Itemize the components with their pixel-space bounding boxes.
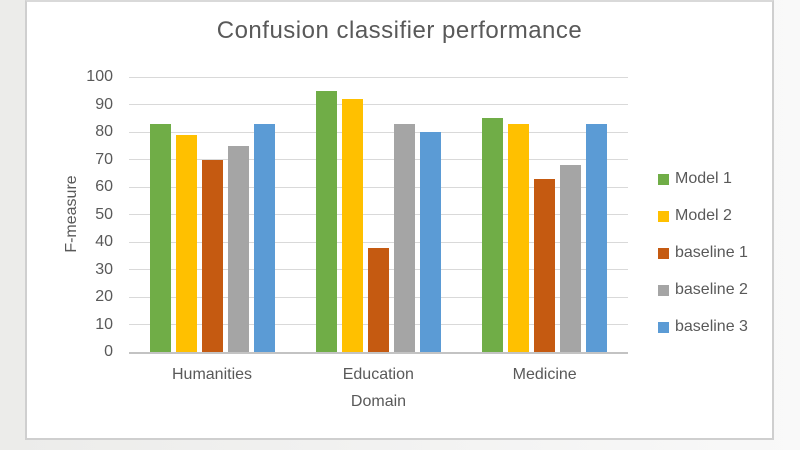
chart-card: Confusion classifier performance F-measu… <box>25 0 774 440</box>
legend-label: Model 1 <box>675 170 732 187</box>
plot-area <box>129 76 628 354</box>
y-tick-label: 60 <box>95 178 113 195</box>
y-tick-label: 90 <box>95 95 113 113</box>
legend-swatch <box>658 210 669 222</box>
legend-label: baseline 1 <box>675 244 748 261</box>
y-tick-label: 20 <box>95 288 113 305</box>
bar <box>315 90 337 352</box>
legend-swatch <box>658 173 669 185</box>
y-tick-label: 70 <box>95 150 113 168</box>
bar <box>560 165 582 352</box>
gridline <box>129 241 628 243</box>
bar-group <box>462 77 628 352</box>
bar <box>175 134 197 352</box>
y-tick-label: 100 <box>86 68 113 85</box>
y-tick-label: 30 <box>95 260 113 278</box>
y-tick-label: 40 <box>95 233 113 250</box>
bar <box>341 99 363 352</box>
gridline <box>129 186 628 188</box>
legend-item: Model 1 <box>658 170 748 188</box>
legend-swatch <box>658 321 669 333</box>
gridline <box>129 76 628 78</box>
bar-group <box>295 77 461 352</box>
bar <box>393 123 415 352</box>
chart-title: Confusion classifier performance <box>216 17 583 44</box>
x-axis-title: Domain <box>350 393 407 410</box>
y-tick-label: 50 <box>95 205 113 223</box>
bar <box>586 123 608 352</box>
bar-group <box>129 77 295 352</box>
legend-label: baseline 3 <box>675 318 748 335</box>
gridline <box>129 104 628 105</box>
x-tick-label: Humanities <box>171 366 253 383</box>
bar <box>419 132 441 352</box>
legend-item: baseline 1 <box>658 244 748 262</box>
bar <box>482 118 504 352</box>
legend-label: baseline 2 <box>675 281 748 298</box>
bar <box>253 123 275 352</box>
legend-item: baseline 3 <box>658 318 748 336</box>
legend-swatch <box>658 284 669 296</box>
gridline <box>129 131 628 133</box>
legend-label: Model 2 <box>675 207 732 224</box>
x-tick-label: Education <box>342 366 414 383</box>
bar <box>227 145 249 352</box>
legend-item: baseline 2 <box>658 281 748 299</box>
gridline <box>129 214 628 215</box>
y-tick-label: 10 <box>95 315 113 333</box>
y-tick-label: 0 <box>104 343 113 360</box>
bar <box>534 178 556 352</box>
bar <box>149 123 171 352</box>
x-tick-label: Medicine <box>512 366 577 383</box>
legend-swatch <box>658 247 669 259</box>
legend-item: Model 2 <box>658 207 748 225</box>
bar <box>508 123 530 352</box>
y-tick-label: 80 <box>95 123 113 140</box>
bar <box>201 159 223 352</box>
bar <box>367 247 389 352</box>
legend: Model 1 Model 2 baseline 1 baseline 2 baseli… <box>658 170 748 336</box>
gridline <box>129 159 628 160</box>
